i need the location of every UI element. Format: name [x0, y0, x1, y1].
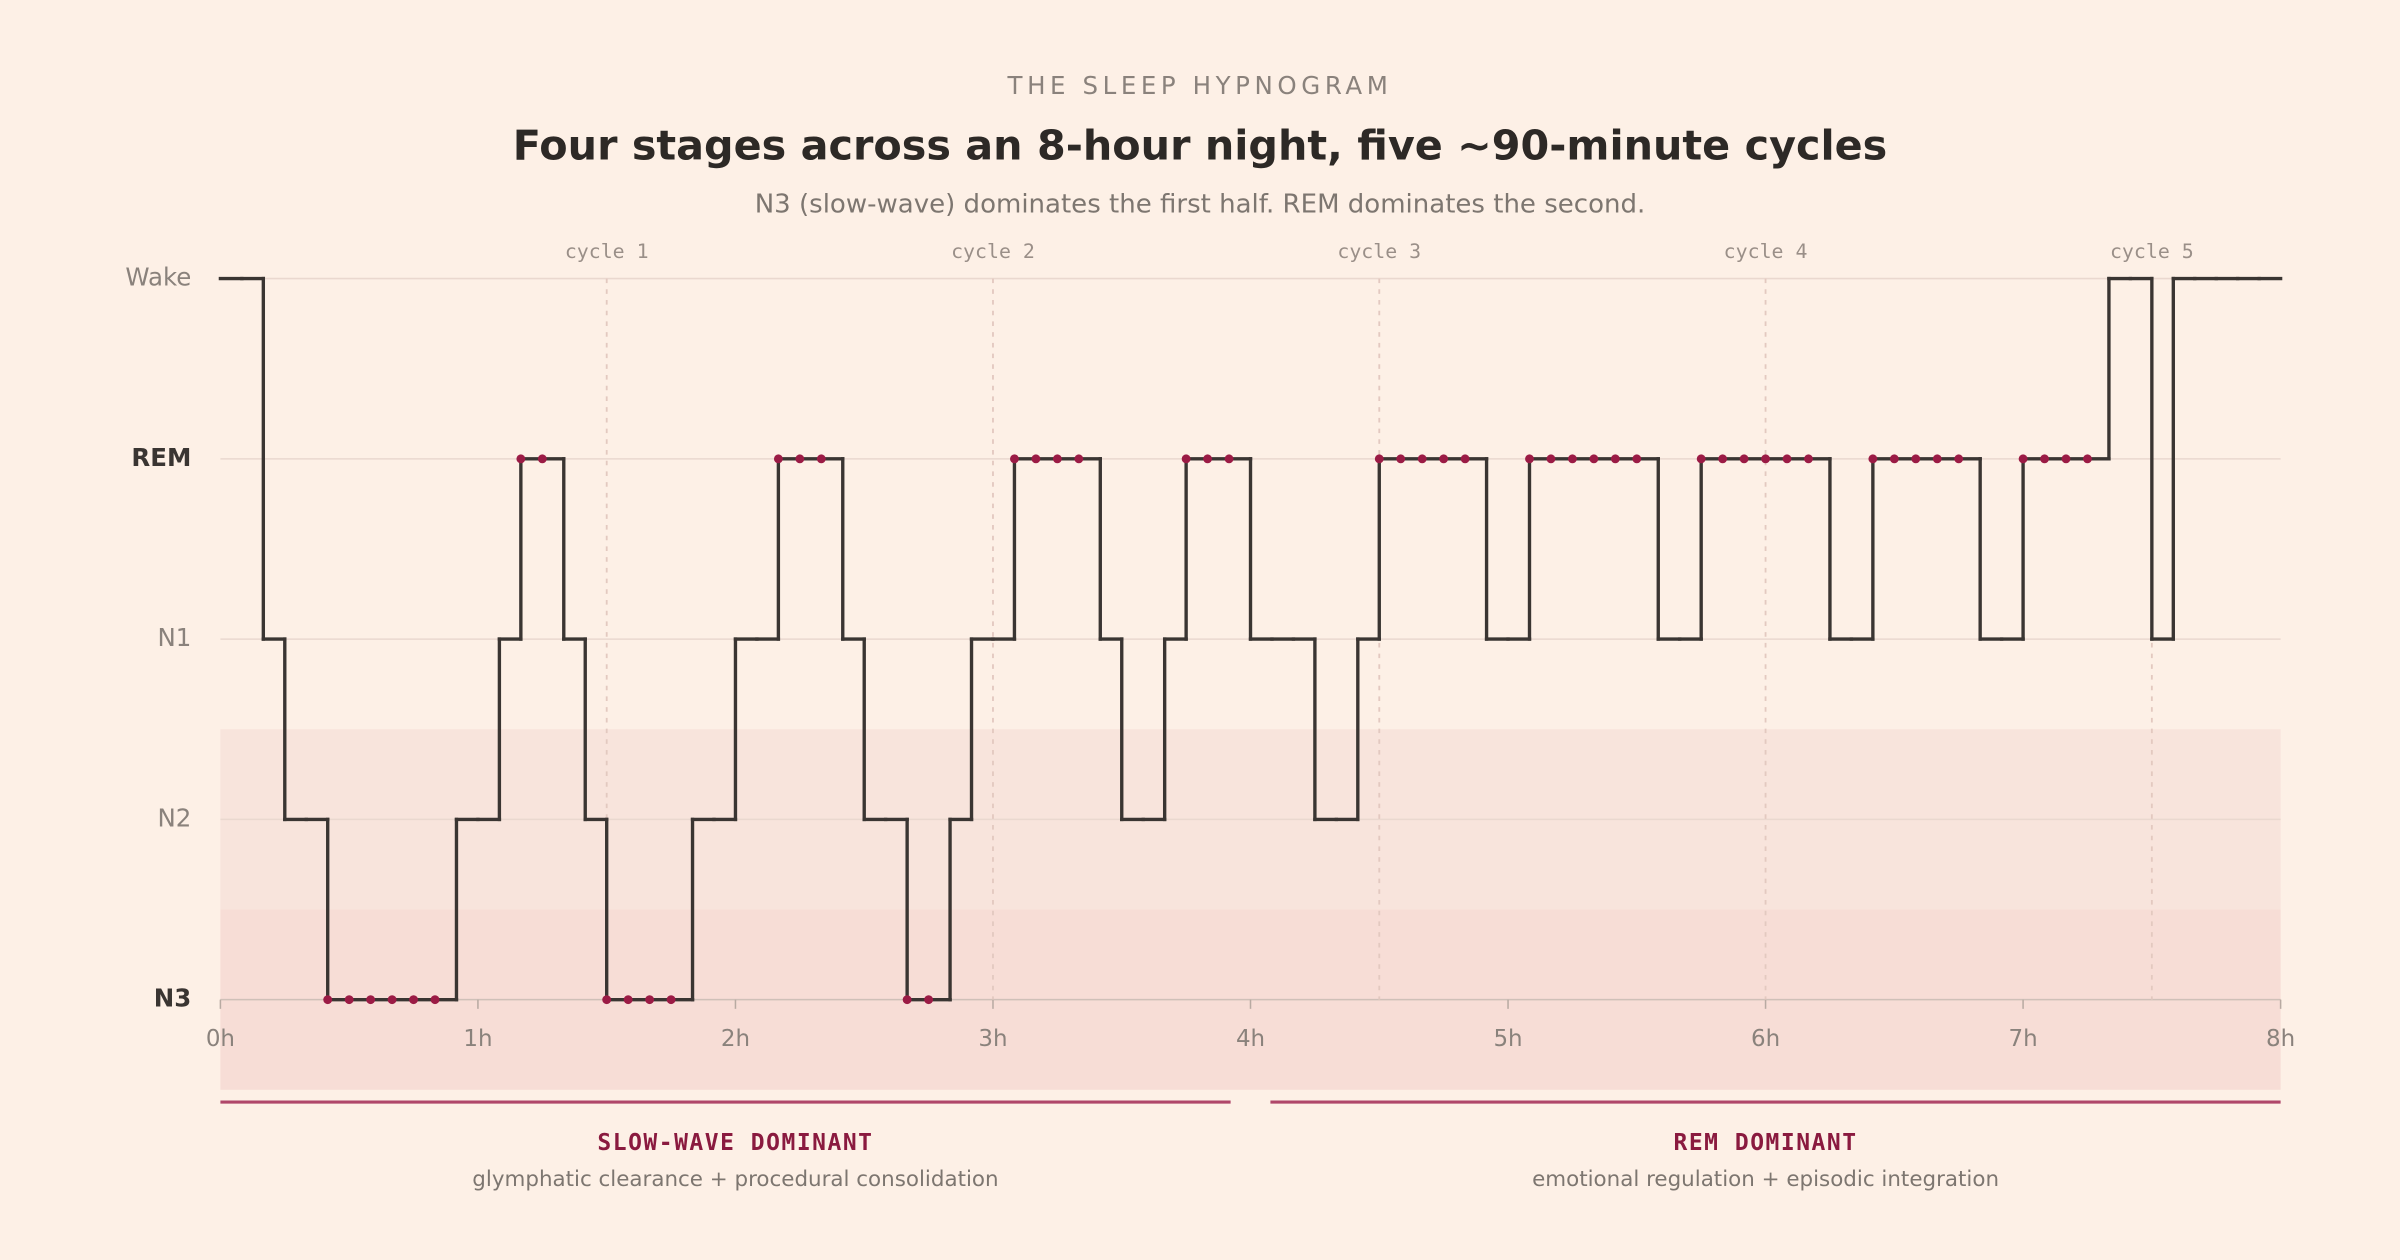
y-tick-label: N3 — [154, 984, 192, 1013]
epoch-dot — [1739, 454, 1749, 464]
epoch-dot — [773, 454, 783, 464]
epoch-dot — [516, 454, 526, 464]
epoch-dot — [1932, 454, 1942, 464]
x-tick-label: 7h — [2009, 1026, 2038, 1052]
x-tick-label: 6h — [1751, 1026, 1780, 1052]
epoch-dot — [1718, 454, 1728, 464]
epoch-dot — [645, 995, 655, 1005]
epoch-dot — [1010, 454, 1019, 464]
epoch-dot — [666, 995, 676, 1005]
epoch-dot — [1804, 454, 1813, 464]
epoch-dot — [344, 995, 354, 1005]
epoch-dot — [1911, 454, 1921, 464]
x-tick-label: 3h — [978, 1026, 1007, 1052]
epoch-dot — [1696, 454, 1706, 464]
x-tick-label: 8h — [2266, 1026, 2295, 1052]
x-tick-label: 2h — [721, 1026, 750, 1052]
cycle-label: cycle 1 — [565, 240, 649, 263]
cycle-label: cycle 2 — [951, 240, 1035, 263]
epoch-dot — [1074, 454, 1084, 464]
epoch-dot — [1460, 454, 1470, 464]
epoch-dot — [1525, 454, 1534, 464]
epoch-dot — [537, 454, 547, 464]
epoch-dot — [1224, 454, 1234, 464]
epoch-dot — [1203, 454, 1213, 464]
phase-note: emotional regulation + episodic integrat… — [1532, 1167, 1999, 1192]
epoch-dot — [902, 995, 912, 1005]
kicker: THE SLEEP HYPNOGRAM — [1007, 71, 1393, 100]
epoch-dot — [1761, 454, 1770, 464]
epoch-dot — [430, 995, 440, 1005]
epoch-dot — [1052, 454, 1062, 464]
y-tick-label: N2 — [157, 803, 191, 832]
epoch-dot — [2061, 454, 2071, 464]
x-tick-label: 0h — [206, 1026, 235, 1052]
phase-note: glymphatic clearance + procedural consol… — [472, 1167, 998, 1192]
phase-label: REM DOMINANT — [1674, 1130, 1858, 1156]
epoch-dot — [1589, 454, 1599, 464]
epoch-dot — [1439, 454, 1449, 464]
cycle-label: cycle 3 — [1337, 240, 1421, 263]
epoch-dot — [366, 995, 376, 1005]
epoch-dot — [409, 995, 418, 1005]
chart-title: Four stages across an 8-hour night, five… — [513, 121, 1888, 169]
epoch-dot — [816, 454, 826, 464]
y-tick-label: REM — [131, 443, 191, 472]
epoch-dot — [623, 995, 633, 1005]
epoch-dot — [1417, 454, 1427, 464]
epoch-dot — [323, 995, 333, 1005]
epoch-dot — [1889, 454, 1899, 464]
epoch-dot — [1782, 454, 1792, 464]
y-tick-label: N1 — [157, 623, 191, 652]
epoch-dot — [1374, 454, 1384, 464]
x-tick-label: 4h — [1236, 1026, 1265, 1052]
x-tick-label: 1h — [463, 1026, 492, 1052]
epoch-dot — [795, 454, 805, 464]
epoch-dot — [1031, 454, 1041, 464]
epoch-dot — [1954, 454, 1964, 464]
epoch-dot — [1610, 454, 1620, 464]
epoch-dot — [2040, 454, 2049, 464]
epoch-dot — [2083, 454, 2092, 464]
epoch-dot — [924, 995, 934, 1005]
phase-label: SLOW-WAVE DOMINANT — [597, 1130, 873, 1156]
y-tick-label: Wake — [125, 263, 191, 292]
epoch-dot — [1868, 454, 1878, 464]
subtitle: N3 (slow-wave) dominates the first half.… — [755, 190, 1646, 220]
cycle-label: cycle 5 — [2110, 240, 2194, 263]
epoch-dot — [1567, 454, 1577, 464]
x-tick-label: 5h — [1493, 1026, 1522, 1052]
epoch-dot — [387, 995, 397, 1005]
epoch-dot — [2018, 454, 2028, 464]
epoch-dot — [602, 995, 612, 1005]
cycle-label: cycle 4 — [1724, 240, 1808, 263]
epoch-dot — [1396, 454, 1406, 464]
epoch-dot — [1632, 454, 1642, 464]
epoch-dot — [1546, 454, 1556, 464]
epoch-dot — [1181, 454, 1191, 464]
